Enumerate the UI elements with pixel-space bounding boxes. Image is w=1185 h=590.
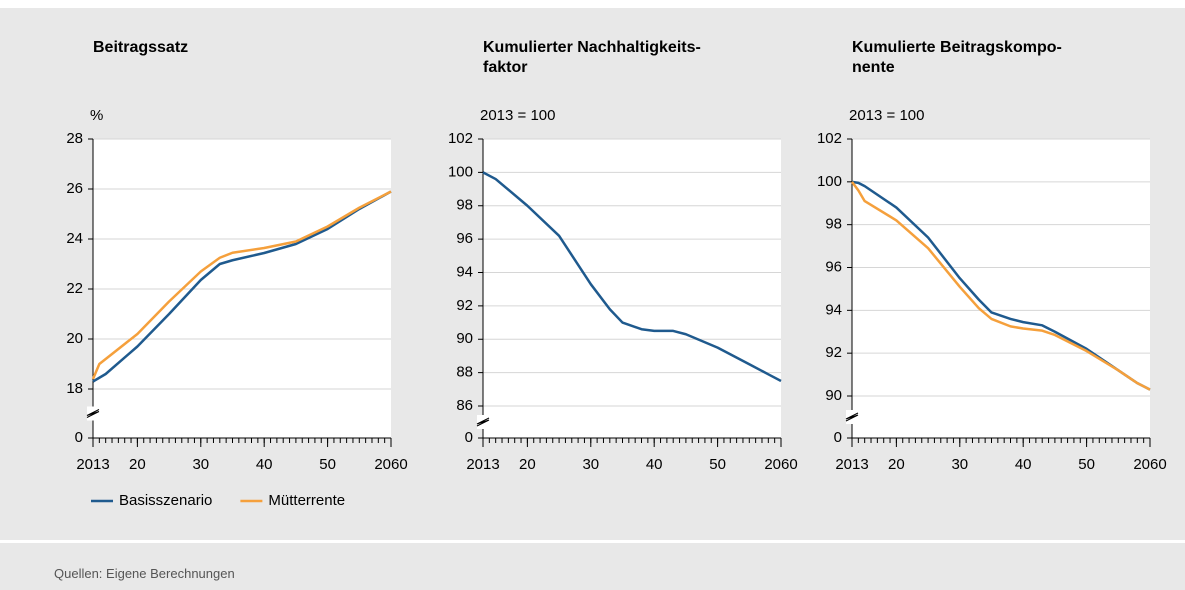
- y-tick-label: 98: [456, 197, 473, 214]
- y-tick-label: 20: [66, 330, 83, 347]
- data-line: [482, 171, 782, 383]
- x-tick-label: 50: [709, 456, 726, 473]
- y-tick-label: 96: [825, 258, 842, 275]
- x-tick-label: 30: [192, 456, 209, 473]
- x-tick-label: 40: [256, 456, 273, 473]
- chart-title: Kumulierter Nachhaltigkeits- faktor: [483, 39, 701, 76]
- y-tick-label: 90: [825, 387, 842, 404]
- y-tick-label: 26: [66, 180, 83, 197]
- plot-area: [852, 139, 1150, 438]
- footer-background: [0, 543, 1185, 590]
- data-line: [92, 190, 392, 383]
- y-tick-label: 0: [834, 429, 842, 446]
- x-tick-label: 20: [519, 456, 536, 473]
- data-line: [850, 181, 1151, 391]
- x-tick-label: 2013: [835, 456, 868, 473]
- x-tick-label: 2013: [466, 456, 499, 473]
- axis-break: [845, 412, 859, 422]
- x-tick-label: 30: [951, 456, 968, 473]
- x-tick-label: 50: [1078, 456, 1095, 473]
- y-tick-label: 100: [448, 163, 473, 180]
- data-line: [91, 190, 392, 380]
- x-tick-label: 2060: [374, 456, 407, 473]
- chart-title: Beitragssatz: [93, 39, 189, 56]
- y-tick-label: 92: [825, 344, 842, 361]
- y-tick-label: 102: [817, 130, 842, 147]
- y-tick-label: 94: [825, 301, 842, 318]
- legend-label: Mütterrente: [268, 492, 345, 509]
- y-tick-label: 90: [456, 330, 473, 347]
- y-tick-label: 92: [456, 297, 473, 314]
- unit-label: 2013 = 100: [480, 107, 556, 124]
- y-tick-label: 88: [456, 364, 473, 381]
- x-tick-label: 50: [319, 456, 336, 473]
- plot-area: [483, 139, 781, 438]
- chart-title: Kumulierte Beitragskompo- nente: [852, 39, 1062, 76]
- x-tick-label: 2060: [1133, 456, 1166, 473]
- x-tick-label: 20: [129, 456, 146, 473]
- y-tick-label: 102: [448, 130, 473, 147]
- y-tick-label: 94: [456, 263, 473, 280]
- legend-label: Basisszenario: [119, 492, 212, 509]
- y-tick-label: 24: [66, 230, 83, 247]
- y-tick-label: 22: [66, 280, 83, 297]
- x-tick-label: 40: [646, 456, 663, 473]
- y-tick-label: 86: [456, 397, 473, 414]
- y-tick-label: 18: [66, 380, 83, 397]
- y-tick-label: 0: [75, 429, 83, 446]
- y-tick-label: 96: [456, 230, 473, 247]
- y-tick-label: 98: [825, 216, 842, 233]
- y-tick-label: 100: [817, 173, 842, 190]
- y-tick-label: 28: [66, 130, 83, 147]
- axis-break: [86, 409, 100, 418]
- unit-label: 2013 = 100: [849, 107, 925, 124]
- x-tick-label: 20: [888, 456, 905, 473]
- source-note: Quellen: Eigene Berechnungen: [54, 566, 235, 581]
- unit-label: %: [90, 107, 103, 124]
- y-tick-label: 0: [465, 429, 473, 446]
- x-tick-label: 40: [1015, 456, 1032, 473]
- x-tick-label: 2013: [76, 456, 109, 473]
- axis-break: [476, 417, 490, 427]
- x-tick-label: 2060: [764, 456, 797, 473]
- x-tick-label: 30: [582, 456, 599, 473]
